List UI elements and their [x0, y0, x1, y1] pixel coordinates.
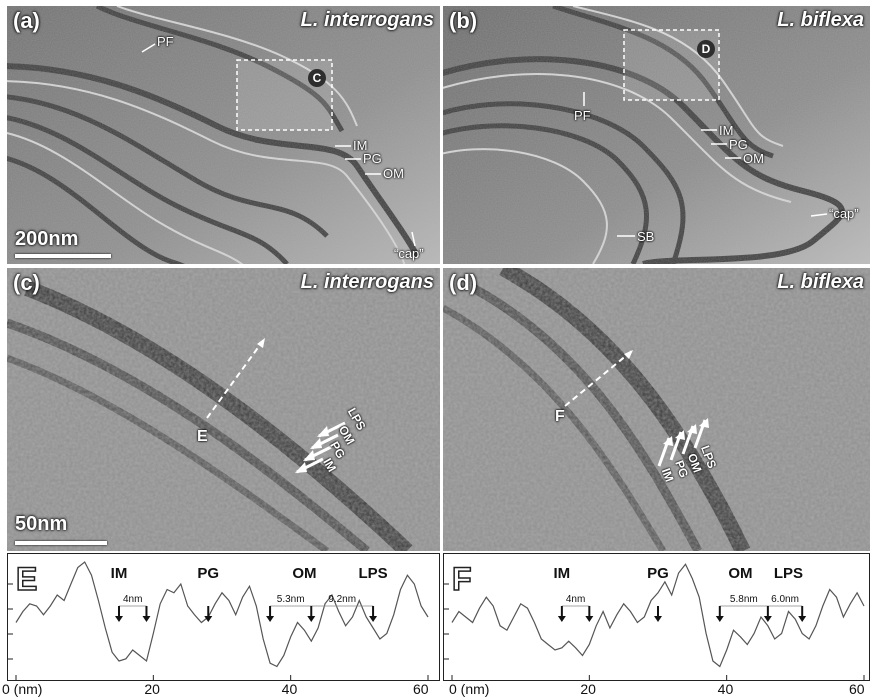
down-arrow-head [307, 616, 316, 622]
layer-label-im: IM [111, 565, 128, 582]
layer-label-lps: LPS [358, 565, 387, 582]
species-label-b: L. biflexa [777, 9, 864, 31]
down-arrow-head [142, 616, 151, 622]
tick-label: 40 [717, 681, 734, 697]
line-label-e: E [197, 428, 208, 445]
profile-line-e [15, 561, 429, 668]
scale-label-c: 50nm [15, 513, 68, 535]
distance-label: 4nm [123, 594, 142, 605]
zoom-box-label-c: C [308, 69, 326, 87]
panel-letter-f: F [452, 561, 472, 597]
panel-label-a: (a) [13, 8, 40, 33]
down-arrow-head [369, 616, 378, 622]
species-label-a: L. interrogans [300, 9, 434, 31]
down-arrow-head [763, 616, 772, 622]
panel-label-b: (b) [449, 8, 478, 33]
panel-label-c: (c) [13, 270, 40, 295]
species-label-d: L. biflexa [777, 271, 864, 293]
profile-chart-e: E IM PG OM LPS 4nm 5.3nm 9.2nm [8, 560, 429, 680]
profile-line-f [451, 563, 865, 668]
layer-label-im: IM [554, 565, 571, 582]
down-arrow-head [715, 616, 724, 622]
line-label-f: F [555, 408, 565, 425]
annotation-im-a: IM [353, 138, 368, 153]
tick-label: 0 (nm) [2, 681, 43, 697]
x-axis-f: 0 (nm) 20 40 60 [443, 681, 870, 699]
distance-label: 9.2nm [328, 594, 356, 605]
x-axis-e: 0 (nm) 20 40 60 [2, 681, 440, 699]
down-arrow-head [204, 616, 213, 622]
profile-plot-f: F IM PG OM LPS 4nm 5.8nm 6.0nm [443, 553, 870, 681]
panel-b: (b) L. biflexa D PF IM PG OM “cap” SB [443, 6, 870, 264]
tick-label: 0 (nm) [449, 681, 490, 697]
down-arrow-head [266, 616, 275, 622]
down-arrow-head [585, 616, 594, 622]
panel-a: (a) L. interrogans C PF IM PG OM “cap” 2… [7, 6, 440, 264]
panel-c: (c) L. interrogans E LPS OM PG IM 50nm [7, 268, 440, 551]
layer-label-om: OM [728, 565, 752, 582]
tick-label: 60 [413, 681, 429, 697]
annotation-pf-a: PF [157, 34, 174, 49]
down-arrow-head [654, 616, 662, 622]
layer-label-om: OM [292, 565, 316, 582]
annotation-om-a: OM [383, 166, 404, 181]
cryo-em-image-d [443, 268, 870, 551]
scale-label-a: 200nm [15, 228, 79, 250]
distance-label: 6.0nm [771, 594, 799, 605]
down-arrow-head [115, 616, 123, 622]
distance-label: 5.8nm [730, 594, 758, 605]
layer-label-pg: PG [647, 565, 669, 582]
profile-plot-e: E IM PG OM LPS 4nm 5.3nm 9.2nm [7, 553, 440, 681]
panel-label-d: (d) [449, 270, 478, 295]
annotation-pg-a: PG [363, 151, 382, 166]
zoom-box-label-d: D [697, 40, 715, 58]
layer-label-pg: PG [197, 565, 219, 582]
scale-bar-a [15, 254, 111, 258]
panel-d: (d) L. biflexa F LPS OM PG IM [443, 268, 870, 551]
tick-label: 20 [144, 681, 160, 697]
species-label-c: L. interrogans [300, 271, 434, 293]
tick-label: 20 [580, 681, 596, 697]
cryo-em-image-a [7, 6, 440, 264]
down-arrow-head [798, 616, 807, 622]
annotation-om-b: OM [743, 151, 764, 166]
distance-label: 4nm [566, 594, 585, 605]
tick-label: 40 [281, 681, 298, 697]
distance-label: 5.3nm [277, 594, 305, 605]
annotation-sb-b: SB [637, 229, 655, 244]
profile-chart-f: F IM PG OM LPS 4nm 5.8nm 6.0nm [444, 560, 865, 680]
annotation-im-b: IM [719, 123, 734, 138]
panel-letter-e: E [16, 561, 37, 597]
annotation-pf-b: PF [574, 108, 591, 123]
annotation-pg-b: PG [729, 137, 748, 152]
scale-bar-c [15, 541, 107, 545]
tick-label: 60 [849, 681, 865, 697]
annotation-cap-b: “cap” [829, 206, 859, 221]
down-arrow-head [557, 616, 566, 622]
cryo-em-image-c [7, 268, 440, 551]
layer-label-lps: LPS [774, 565, 803, 582]
cryo-em-image-b [443, 6, 870, 264]
annotation-cap-a: “cap” [394, 246, 424, 261]
